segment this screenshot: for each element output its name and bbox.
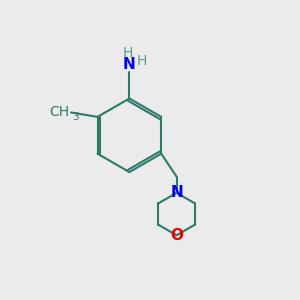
- Text: 3: 3: [73, 112, 79, 122]
- Text: H: H: [122, 46, 133, 60]
- Text: N: N: [123, 57, 136, 72]
- Text: CH: CH: [50, 106, 70, 119]
- Text: O: O: [170, 228, 183, 243]
- Text: N: N: [170, 185, 183, 200]
- Text: H: H: [136, 54, 147, 68]
